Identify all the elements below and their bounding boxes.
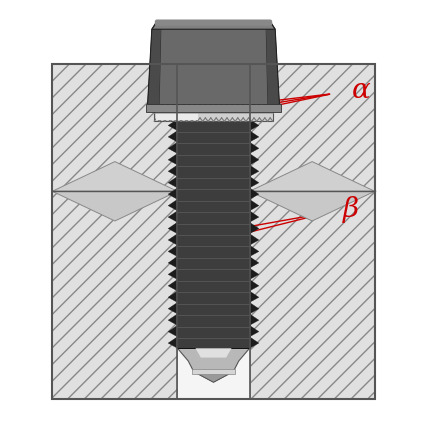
Polygon shape [168, 120, 177, 131]
Bar [177, 65, 249, 348]
Polygon shape [52, 192, 177, 222]
Polygon shape [168, 154, 177, 166]
Polygon shape [168, 188, 177, 200]
Text: β: β [342, 195, 358, 222]
Polygon shape [249, 303, 258, 314]
Polygon shape [249, 245, 258, 257]
Polygon shape [193, 372, 233, 382]
Bar [52, 192, 177, 399]
Polygon shape [168, 177, 177, 188]
Polygon shape [159, 30, 267, 105]
Polygon shape [249, 200, 258, 211]
Polygon shape [168, 257, 177, 268]
Polygon shape [168, 268, 177, 280]
Polygon shape [152, 23, 274, 30]
Polygon shape [265, 30, 279, 105]
Text: α: α [351, 77, 369, 104]
Polygon shape [249, 154, 258, 166]
Polygon shape [249, 120, 258, 131]
Polygon shape [249, 257, 258, 268]
Polygon shape [168, 223, 177, 234]
Bar [154, 105, 272, 122]
Bar [52, 65, 374, 399]
FancyBboxPatch shape [155, 20, 271, 27]
Polygon shape [177, 348, 249, 382]
Polygon shape [168, 245, 177, 257]
Polygon shape [249, 223, 258, 234]
Bar [177, 65, 249, 399]
Polygon shape [168, 314, 177, 325]
Polygon shape [168, 337, 177, 348]
Polygon shape [249, 280, 258, 291]
Polygon shape [168, 200, 177, 211]
Polygon shape [168, 166, 177, 177]
Polygon shape [249, 188, 258, 200]
Polygon shape [168, 234, 177, 245]
Polygon shape [249, 143, 258, 154]
Bar [191, 369, 235, 374]
Polygon shape [249, 192, 374, 222]
Polygon shape [147, 23, 279, 105]
Polygon shape [168, 143, 177, 154]
Bar [249, 65, 374, 192]
Bar [52, 65, 374, 399]
Polygon shape [249, 211, 258, 223]
Polygon shape [168, 291, 177, 303]
Polygon shape [249, 325, 258, 337]
Bar [52, 65, 177, 192]
Polygon shape [249, 268, 258, 280]
Polygon shape [52, 162, 177, 192]
Polygon shape [168, 211, 177, 223]
Polygon shape [168, 325, 177, 337]
Polygon shape [249, 337, 258, 348]
Polygon shape [249, 291, 258, 303]
Polygon shape [249, 314, 258, 325]
Polygon shape [168, 280, 177, 291]
Polygon shape [249, 131, 258, 143]
Polygon shape [168, 131, 177, 143]
Polygon shape [249, 177, 258, 188]
Polygon shape [195, 348, 231, 358]
Polygon shape [249, 234, 258, 245]
Bar [156, 112, 197, 120]
Polygon shape [249, 162, 374, 192]
Polygon shape [249, 166, 258, 177]
Polygon shape [147, 30, 161, 105]
Bar [249, 192, 374, 399]
Bar [145, 105, 281, 113]
Polygon shape [168, 303, 177, 314]
